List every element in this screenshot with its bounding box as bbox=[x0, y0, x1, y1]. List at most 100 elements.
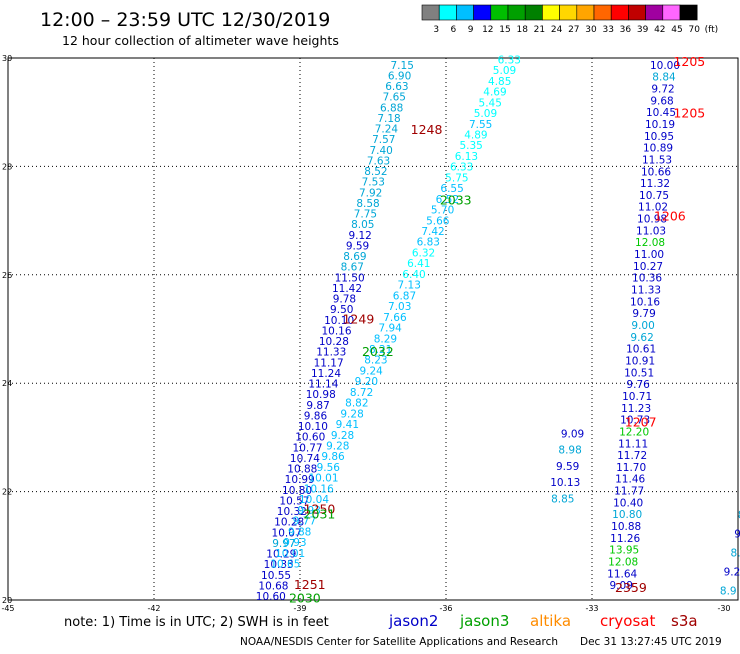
color-scale-tick: 21 bbox=[534, 25, 545, 35]
wave-height-value: 9.28 bbox=[326, 441, 349, 453]
wave-height-value: 11.33 bbox=[316, 347, 346, 359]
wave-height-value: 10.07 bbox=[272, 527, 302, 539]
wave-height-value: 10.88 bbox=[287, 464, 317, 476]
axis-ticks: -45 -42 -39 -36 -33 -30 20 22 24 26 28 30 bbox=[1, 54, 730, 613]
track-time-label: 1251 bbox=[294, 577, 326, 592]
color-swatch bbox=[507, 4, 526, 21]
satellite-legend: jason2 jason3 altika cryosat s3a bbox=[388, 612, 698, 630]
wave-height-value: 8. bbox=[738, 510, 740, 522]
wave-height-value: 10.68 bbox=[258, 580, 288, 592]
y-tick-label: 30 bbox=[2, 54, 12, 63]
wave-height-value: 6.41 bbox=[407, 258, 430, 270]
wave-height-value: 8.98 bbox=[558, 445, 581, 457]
y-tick-label: 26 bbox=[2, 271, 12, 280]
color-scale-tick: 30 bbox=[585, 25, 597, 35]
color-swatch bbox=[473, 4, 492, 21]
color-swatch bbox=[524, 4, 543, 21]
track-time-label: 1205 bbox=[673, 106, 705, 121]
wave-height-value: 10.19 bbox=[645, 119, 675, 131]
wave-height-value: 12.08 bbox=[608, 557, 638, 569]
color-swatch bbox=[593, 4, 612, 21]
wave-height-value: 11.72 bbox=[617, 450, 647, 462]
wave-height-value: 12.08 bbox=[635, 237, 665, 249]
wave-height-value: 4.89 bbox=[464, 129, 487, 141]
wave-height-value: 10.88 bbox=[611, 521, 641, 533]
wave-height-value: 5.45 bbox=[479, 97, 502, 109]
wave-height-value: 9.41 bbox=[336, 419, 359, 431]
wave-height-value: 9.87 bbox=[306, 400, 329, 412]
wave-height-value: 13.95 bbox=[609, 545, 639, 557]
wave-height-value: 4.85 bbox=[488, 76, 511, 88]
track-time-label: 2359 bbox=[615, 580, 647, 595]
wave-height-value: 9. bbox=[734, 529, 740, 541]
wave-height-value: 9.93 bbox=[283, 537, 306, 549]
wave-height-value: 10.45 bbox=[646, 107, 676, 119]
wave-height-value: 10.27 bbox=[633, 261, 663, 273]
color-swatch bbox=[456, 4, 474, 21]
chart-title: 12:00 – 23:59 UTC 12/30/2019 bbox=[40, 9, 330, 31]
wave-height-value: 11.02 bbox=[638, 202, 668, 214]
x-tick-label: -39 bbox=[293, 604, 306, 613]
track-time-label: 2031 bbox=[304, 507, 336, 522]
satellite-legend-jason2: jason2 bbox=[388, 612, 438, 630]
wave-height-value: 7.65 bbox=[383, 92, 406, 104]
wave-height-value: 9.28 bbox=[331, 430, 354, 442]
wave-height-value: 10.74 bbox=[290, 453, 320, 465]
wave-height-values: 10.6010.6810.5510.3310.299.9710.0710.281… bbox=[256, 54, 740, 603]
wave-height-value: 7.42 bbox=[421, 226, 444, 238]
color-scale-tick: 9 bbox=[468, 25, 474, 35]
wave-height-value: 8.58 bbox=[356, 198, 379, 210]
wave-height-value: 10.66 bbox=[641, 166, 671, 178]
wave-height-value: 10.55 bbox=[261, 570, 291, 582]
wave-height-value: 7.53 bbox=[362, 177, 385, 189]
wave-height-value: 10.04 bbox=[299, 494, 329, 506]
color-scale-tick: 33 bbox=[602, 25, 613, 35]
x-tick-label: -42 bbox=[147, 604, 160, 613]
wave-height-value: 8.67 bbox=[341, 262, 364, 274]
color-swatch bbox=[542, 4, 560, 21]
wave-height-value: 7.94 bbox=[378, 323, 402, 335]
wave-height-value: 7.57 bbox=[372, 134, 395, 146]
track-time-label: 1205 bbox=[673, 54, 705, 69]
wave-height-value: 8.85 bbox=[551, 493, 574, 505]
wave-height-value: 10.98 bbox=[637, 214, 667, 226]
color-swatch bbox=[421, 4, 440, 21]
wave-height-value: 6.33 bbox=[450, 162, 473, 174]
wave-height-value: 5.75 bbox=[445, 172, 468, 184]
color-swatch bbox=[628, 4, 646, 21]
color-scale-tick: 70 bbox=[688, 25, 700, 35]
wave-height-value: 6.90 bbox=[388, 70, 411, 82]
color-scale-tick: 12 bbox=[482, 25, 493, 35]
wave-height-value: 9.77 bbox=[293, 516, 316, 528]
wave-height-value: 10.65 bbox=[270, 558, 300, 570]
wave-height-value: 9.97 bbox=[272, 538, 295, 550]
wave-height-value: 10.36 bbox=[632, 273, 662, 285]
wave-height-value: 7.55 bbox=[469, 119, 492, 131]
satellite-legend-s3a: s3a bbox=[671, 612, 698, 630]
track-time-label: 1207 bbox=[625, 415, 657, 430]
wave-height-value: 11.11 bbox=[618, 438, 648, 450]
wave-height-value: 7.40 bbox=[369, 145, 392, 157]
wave-height-value: 10.51 bbox=[624, 367, 654, 379]
wave-height-value: 10.73 bbox=[620, 415, 650, 427]
color-swatch bbox=[645, 4, 664, 21]
wave-height-value: 6.55 bbox=[440, 183, 463, 195]
track-time-label: 2030 bbox=[289, 591, 321, 606]
wave-height-value: 7.18 bbox=[377, 113, 400, 125]
wave-height-value: 10.32 bbox=[277, 506, 307, 518]
satellite-legend-jason3: jason3 bbox=[459, 612, 509, 630]
wave-height-value: 6.32 bbox=[412, 247, 435, 259]
wave-height-value: 6.13 bbox=[455, 151, 478, 163]
wave-height-value: 11.46 bbox=[615, 474, 645, 486]
wave-height-value: 10.28 bbox=[319, 336, 349, 348]
wave-height-value: 9.78 bbox=[333, 294, 356, 306]
x-tick-label: -36 bbox=[439, 604, 452, 613]
wave-height-value: 6.83 bbox=[417, 237, 440, 249]
wave-height-value: 10.80 bbox=[282, 485, 312, 497]
wave-height-value: 5.70 bbox=[431, 205, 454, 217]
wave-height-value: 10.10 bbox=[324, 315, 354, 327]
grid-lines bbox=[8, 58, 738, 600]
wave-height-value: 10.98 bbox=[306, 389, 336, 401]
